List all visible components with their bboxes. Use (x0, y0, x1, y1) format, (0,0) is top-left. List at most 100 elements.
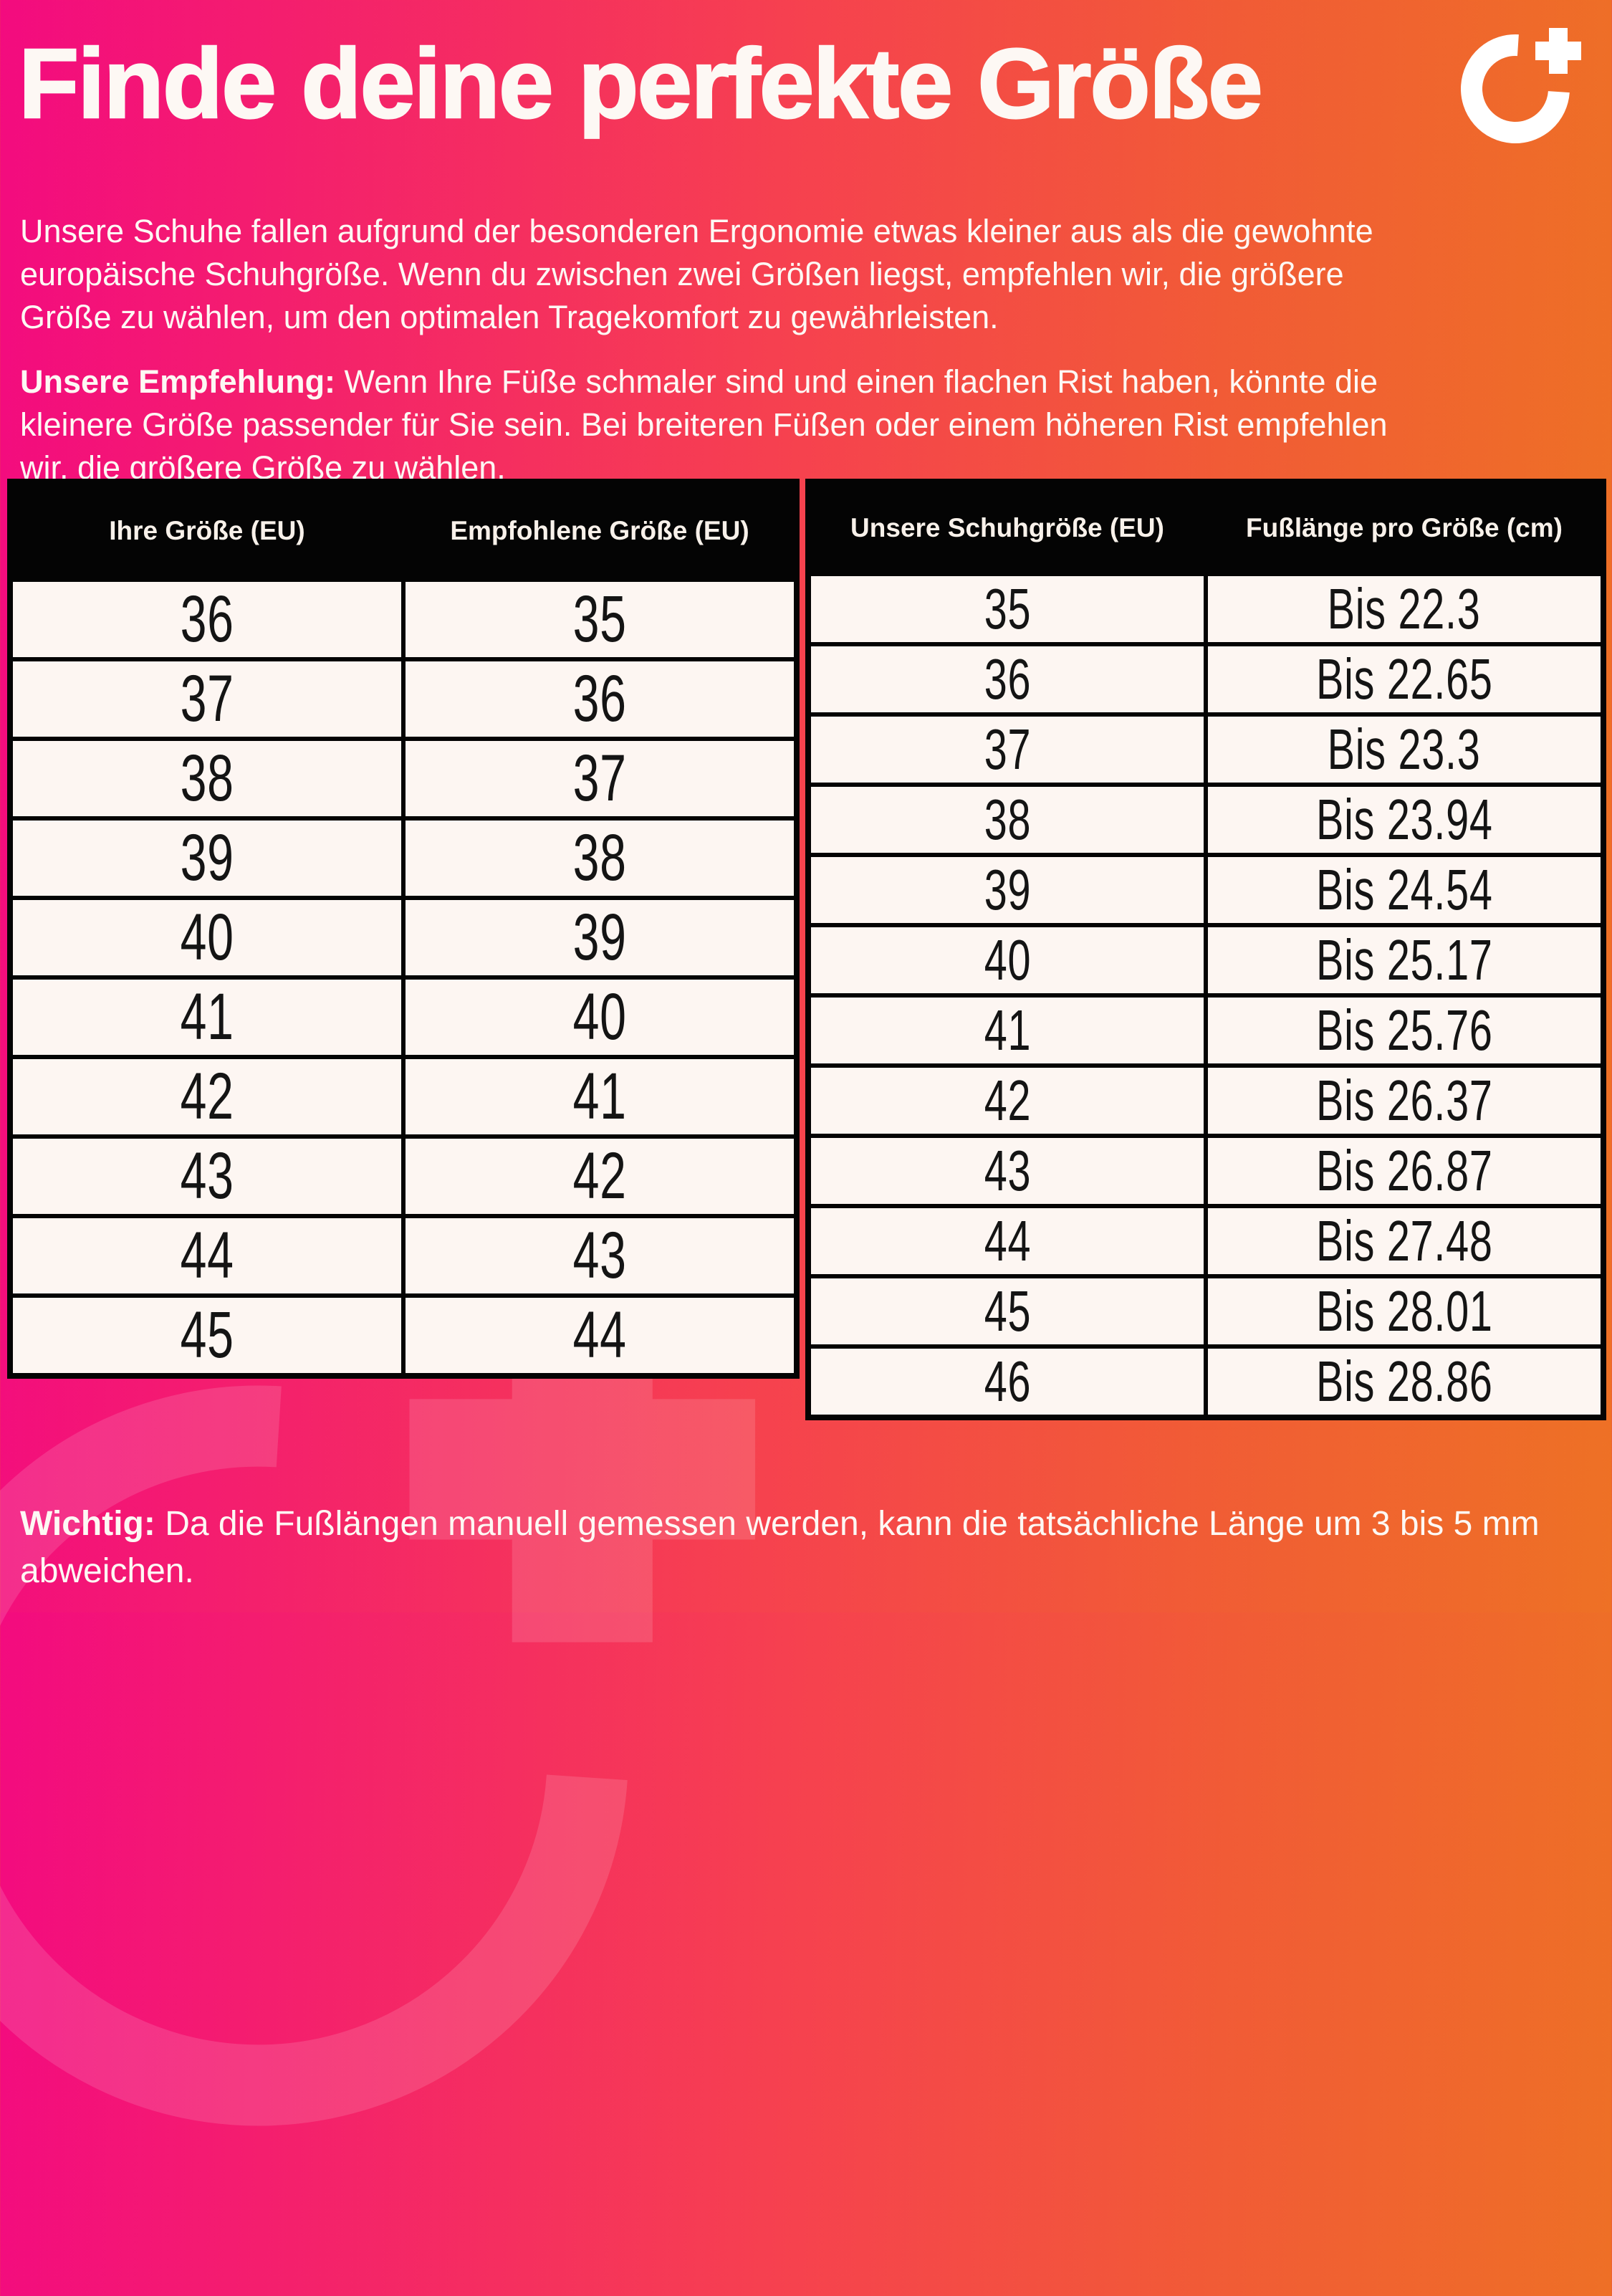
table-row: 44 43 (8, 1214, 799, 1298)
column-header: Empfohlene Größe (EU) (401, 479, 799, 582)
cell-value: Bis 28.01 (1315, 1279, 1493, 1343)
table-cell: 46 (806, 1344, 1208, 1420)
table-row: 42 41 (8, 1055, 799, 1139)
table-cell: Bis 23.94 (1204, 783, 1606, 857)
cell-value: 44 (984, 1209, 1031, 1273)
table-cell: 44 (8, 1214, 406, 1298)
cell-value: 41 (572, 1060, 627, 1133)
table-row: 41 Bis 25.76 (806, 993, 1606, 1068)
table-row: 43 Bis 26.87 (806, 1134, 1606, 1208)
table-cell: 45 (806, 1274, 1208, 1349)
cell-value: 36 (180, 583, 234, 656)
table-cell: Bis 25.76 (1204, 993, 1606, 1068)
table-row: 40 Bis 25.17 (806, 923, 1606, 998)
cell-value: 35 (572, 583, 627, 656)
table-cell: Bis 22.3 (1204, 572, 1606, 646)
size-guide-page: { "header": { "title": "Finde deine perf… (0, 0, 1612, 1612)
table-cell: 41 (401, 1055, 799, 1139)
table-row: 39 Bis 24.54 (806, 853, 1606, 927)
cell-value: 43 (984, 1139, 1031, 1202)
cell-value: 35 (984, 577, 1031, 641)
cell-value: 40 (984, 928, 1031, 992)
recommendation-text: Wenn Ihre Füße schmaler sind und einen f… (20, 363, 1388, 486)
cell-value: 41 (180, 980, 234, 1053)
page-title: Finde deine perfekte Größe (18, 28, 1264, 140)
cell-value: 45 (180, 1298, 234, 1372)
cell-value: 38 (572, 821, 627, 894)
table-cell: Bis 24.54 (1204, 853, 1606, 927)
table-cell: 39 (806, 853, 1208, 927)
cell-value: 42 (572, 1139, 627, 1212)
table-cell: Bis 27.48 (1204, 1204, 1606, 1278)
column-header: Fußlänge pro Größe (cm) (1204, 479, 1606, 576)
intro-paragraph: Unsere Schuhe fallen aufgrund der besond… (20, 213, 1373, 335)
cell-value: Bis 25.17 (1315, 928, 1493, 992)
table-cell: 38 (8, 737, 406, 821)
table-cell: 40 (8, 896, 406, 980)
table-cell: 37 (806, 712, 1208, 787)
table-cell: 39 (8, 816, 406, 900)
table-header-row: Unsere Schuhgröße (EU) Fußlänge pro Größe… (806, 479, 1606, 576)
table-row: 37 Bis 23.3 (806, 712, 1606, 787)
cell-value: 44 (572, 1298, 627, 1372)
cell-value: 36 (984, 647, 1031, 711)
table-cell: 35 (806, 572, 1208, 646)
cell-value: Bis 25.76 (1315, 998, 1493, 1062)
cell-value: 37 (180, 662, 234, 735)
cell-value: Bis 22.65 (1315, 647, 1493, 711)
table-cell: 42 (806, 1063, 1208, 1138)
cell-value: Bis 28.86 (1315, 1349, 1493, 1413)
table-cell: 41 (8, 975, 406, 1059)
cell-value: Bis 22.3 (1328, 577, 1481, 641)
column-header: Unsere Schuhgröße (EU) (806, 479, 1208, 576)
table-row: 43 42 (8, 1134, 799, 1218)
table-cell: 43 (806, 1134, 1208, 1208)
table-cell: 44 (401, 1293, 799, 1378)
table-cell: 42 (401, 1134, 799, 1218)
cell-value: 42 (984, 1068, 1031, 1132)
table-cell: 41 (806, 993, 1208, 1068)
table-cell: Bis 28.01 (1204, 1274, 1606, 1349)
table-cell: Bis 22.65 (1204, 642, 1606, 717)
cell-value: 36 (572, 662, 627, 735)
table-cell: 38 (806, 783, 1208, 857)
table-row: 38 37 (8, 737, 799, 821)
cell-value: 38 (180, 742, 234, 815)
table-cell: 43 (8, 1134, 406, 1218)
table-row: 46 Bis 28.86 (806, 1344, 1606, 1420)
table-row: 37 36 (8, 657, 799, 741)
cell-value: 37 (572, 742, 627, 815)
table-cell: 37 (8, 657, 406, 741)
table-row: 44 Bis 27.48 (806, 1204, 1606, 1278)
cell-value: Bis 26.37 (1315, 1068, 1493, 1132)
cell-value: Bis 24.54 (1315, 858, 1493, 922)
table-cell: Bis 28.86 (1204, 1344, 1606, 1420)
table-cell: 43 (401, 1214, 799, 1298)
cell-value: 42 (180, 1060, 234, 1133)
size-conversion-table: Ihre Größe (EU) Empfohlene Größe (EU) 36 35… (7, 479, 800, 1379)
table-row: 45 44 (8, 1293, 799, 1378)
table-cell: 40 (806, 923, 1208, 998)
footnote-label: Wichtig: (20, 1505, 155, 1543)
table-cell: Bis 26.87 (1204, 1134, 1606, 1208)
column-header: Ihre Größe (EU) (8, 479, 406, 582)
table-cell: 35 (401, 578, 799, 661)
table-cell: 42 (8, 1055, 406, 1139)
cell-value: 43 (180, 1139, 234, 1212)
table-row: 45 Bis 28.01 (806, 1274, 1606, 1349)
table-cell: Bis 26.37 (1204, 1063, 1606, 1138)
footnote-text: Da die Fußlängen manuell gemessen werden… (20, 1505, 1540, 1590)
cell-value: Bis 26.87 (1315, 1139, 1493, 1202)
cell-value: 38 (984, 788, 1031, 851)
table-cell: Bis 23.3 (1204, 712, 1606, 787)
table-row: 38 Bis 23.94 (806, 783, 1606, 857)
cell-value: Bis 23.94 (1315, 788, 1493, 851)
table-row: 36 Bis 22.65 (806, 642, 1606, 717)
table-cell: 45 (8, 1293, 406, 1378)
table-cell: 38 (401, 816, 799, 900)
table-cell: 36 (401, 657, 799, 741)
table-cell: 39 (401, 896, 799, 980)
cell-value: 39 (984, 858, 1031, 922)
cell-value: 45 (984, 1279, 1031, 1343)
table-cell: 40 (401, 975, 799, 1059)
